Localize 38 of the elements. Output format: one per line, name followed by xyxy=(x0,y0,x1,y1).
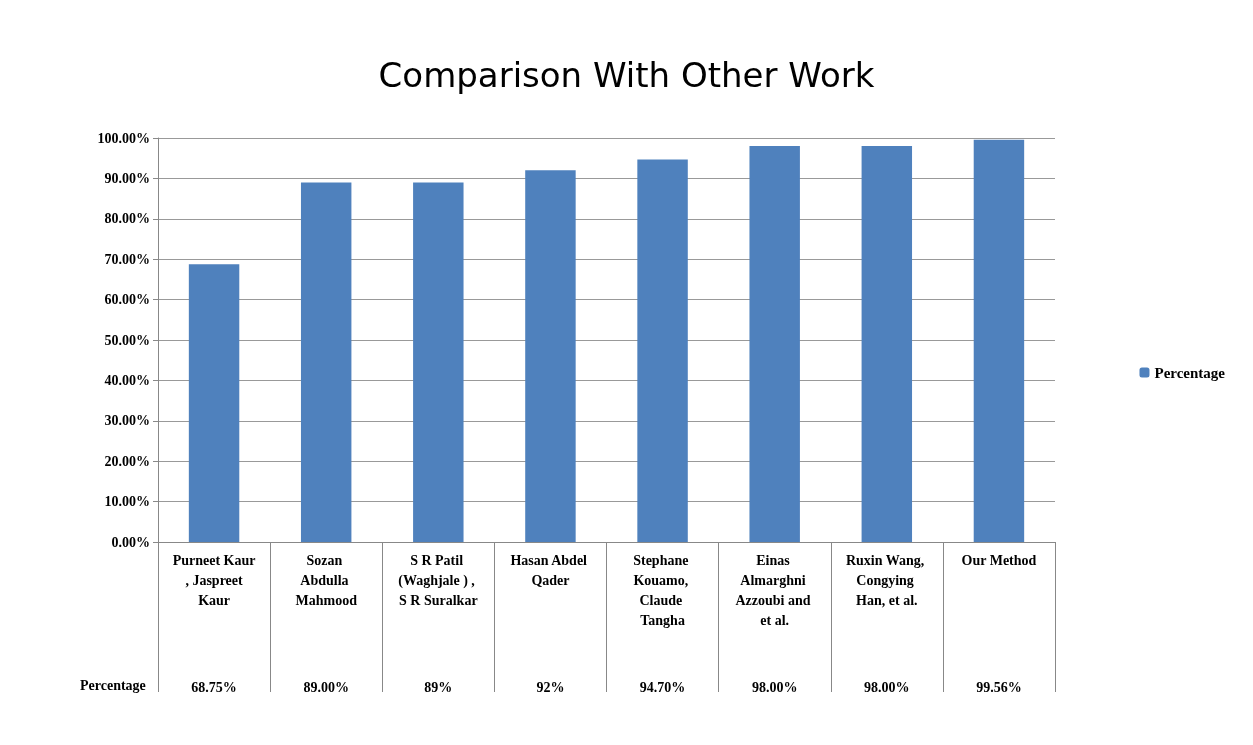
x-tick-label: Our Method xyxy=(961,552,1037,568)
bar xyxy=(525,170,576,542)
x-tick-label: Einas Almarghni Azzoubi and et al. xyxy=(735,552,814,628)
y-tick-label: 20.00% xyxy=(104,453,150,469)
data-label: 89.00% xyxy=(303,679,349,695)
data-label: 99.56% xyxy=(976,679,1022,695)
legend-label: Percentage xyxy=(1154,364,1226,381)
bar xyxy=(637,159,688,542)
x-tick-label: Sozan Abdulla Mahmood xyxy=(295,552,358,608)
y-tick-label: 70.00% xyxy=(104,251,150,267)
data-label: 98.00% xyxy=(751,679,798,695)
data-label: 89% xyxy=(424,679,453,695)
data-label: 92% xyxy=(536,679,565,695)
data-label: 98.00% xyxy=(864,679,910,695)
data-label: 68.75% xyxy=(191,679,237,695)
x-tick-label: Ruxin Wang, Congying Han, et al. xyxy=(845,552,928,608)
y-tick-label: 100.00% xyxy=(97,130,150,146)
y-tick-label: 0.00% xyxy=(111,534,150,550)
x-tick-label: S R Patil (Waghjale ) , S R Suralkar xyxy=(398,552,479,608)
bar xyxy=(413,182,464,542)
y-tick-label: 50.00% xyxy=(104,332,150,348)
bar xyxy=(973,139,1025,542)
y-tick-label: 30.00% xyxy=(104,413,150,429)
y-tick-label: 80.00% xyxy=(104,211,150,227)
data-label: 94.70% xyxy=(639,679,686,695)
bar xyxy=(749,146,800,542)
y-tick-label: 10.00% xyxy=(104,494,150,510)
bar xyxy=(300,182,352,542)
chart-title: Comparison With Other Work xyxy=(378,55,875,95)
text: Percentage xyxy=(80,677,146,693)
y-tick-label: 90.00% xyxy=(104,170,150,186)
bar xyxy=(861,146,913,542)
x-tick-label: Stephane Kouamo, Claude Tangha xyxy=(633,552,692,628)
y-tick-label: 40.00% xyxy=(104,372,150,388)
y-tick-label: 60.00% xyxy=(104,292,150,308)
x-tick-label: Hasan Abdel Qader xyxy=(510,552,591,588)
x-tick-label: Purneet Kaur , Jaspreet Kaur xyxy=(172,552,256,608)
bar xyxy=(188,264,240,542)
